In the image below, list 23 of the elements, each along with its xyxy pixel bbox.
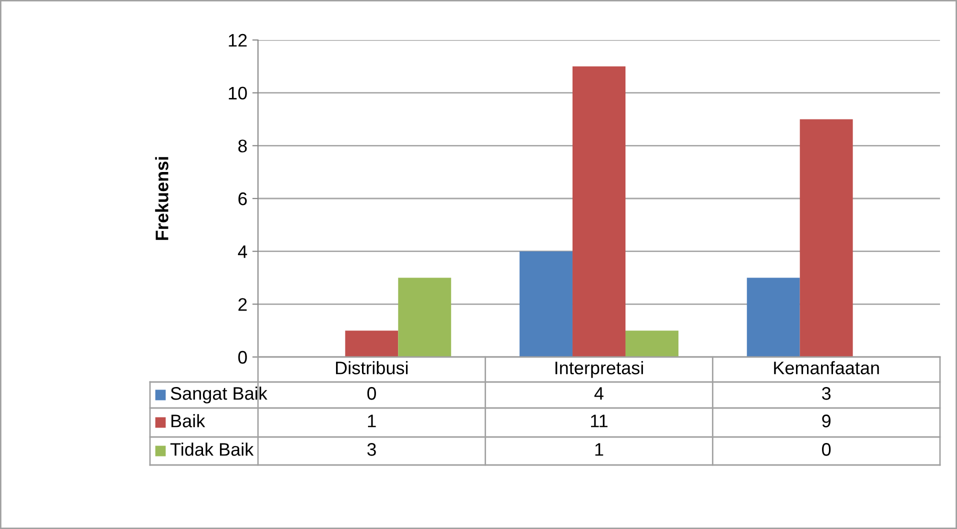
data-label: 3 xyxy=(367,443,376,456)
legend-label: Tidak Baik xyxy=(170,442,254,456)
x-tick-label: Distribusi xyxy=(336,361,408,374)
legend-label: Baik xyxy=(171,414,206,428)
data-label: 4 xyxy=(594,387,604,400)
y-tick-label: 12 xyxy=(228,34,247,47)
y-tick-label: 10 xyxy=(228,86,247,100)
y-tick-label: 4 xyxy=(238,245,248,258)
data-label: 0 xyxy=(822,443,831,456)
x-tick-label: Interpretasi xyxy=(556,361,643,378)
x-tick-label: Kemanfaatan xyxy=(774,361,879,374)
y-axis-title: Frekuensi xyxy=(155,157,168,240)
data-label: 1 xyxy=(368,414,376,428)
data-label: 11 xyxy=(591,414,608,428)
data-label: 1 xyxy=(595,443,604,456)
legend-label: Sangat Baik xyxy=(170,386,268,404)
y-tick-label: 6 xyxy=(238,192,247,206)
data-label: 9 xyxy=(822,414,830,428)
data-label: 0 xyxy=(367,387,376,400)
y-tick-label: 0 xyxy=(238,350,247,364)
data-label: 3 xyxy=(822,387,831,400)
y-tick-label: 8 xyxy=(238,140,247,152)
y-tick-label: 2 xyxy=(238,298,247,311)
